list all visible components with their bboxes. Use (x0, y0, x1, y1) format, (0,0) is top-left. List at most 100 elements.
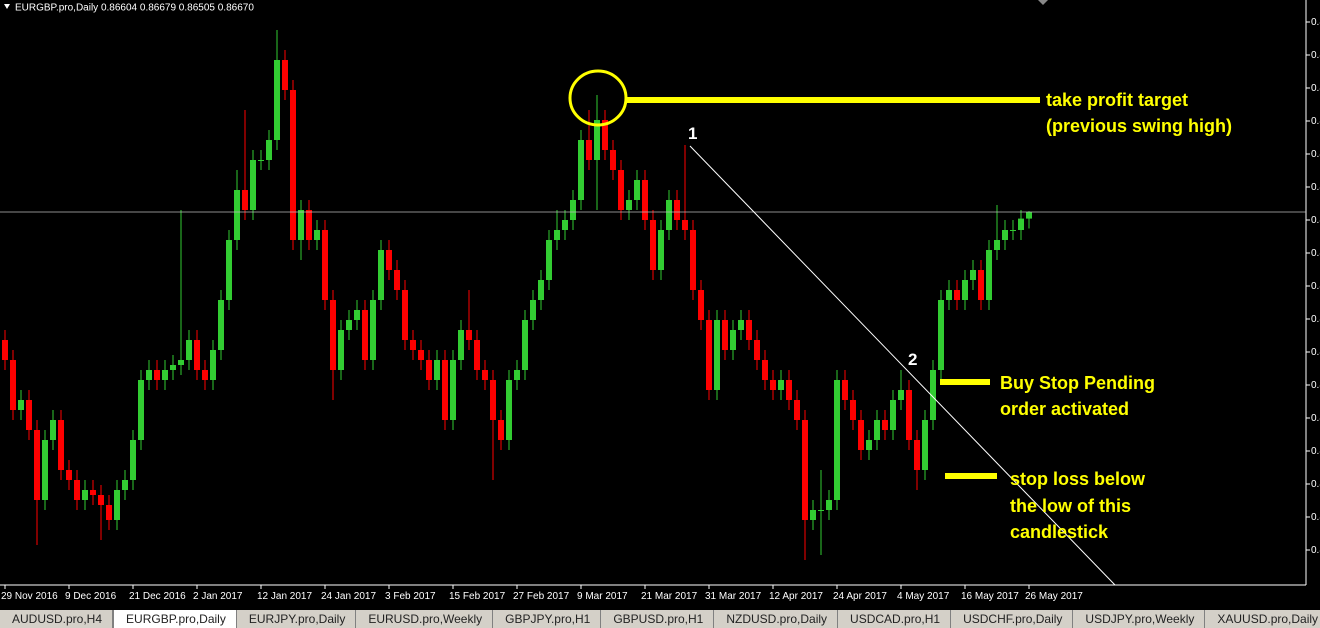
y-tick-label: 0.84940 (1311, 380, 1320, 391)
candle-body (242, 190, 248, 210)
x-tick-label: 3 Feb 2017 (385, 591, 436, 602)
candle-body (954, 290, 960, 300)
candle-body (818, 510, 824, 511)
candle-body (962, 280, 968, 300)
chart-tab[interactable]: EURUSD.pro,Weekly (356, 610, 494, 628)
candle-body (178, 360, 184, 365)
menu-arrow[interactable] (4, 4, 10, 9)
candle-body (114, 490, 120, 520)
candle-body (874, 420, 880, 440)
candle-body (730, 330, 736, 350)
candle-body (594, 120, 600, 160)
candle-body (274, 60, 280, 140)
candle-body (890, 400, 896, 430)
chart-tab[interactable]: USDCHF.pro,Daily (951, 610, 1074, 628)
annotation: stop loss below (1010, 469, 1146, 489)
x-tick-label: 12 Jan 2017 (257, 591, 312, 602)
candle-body (842, 380, 848, 400)
candle-body (90, 490, 96, 495)
candle-body (706, 320, 712, 390)
candle-body (202, 370, 208, 380)
candle-body (658, 230, 664, 270)
candle-body (882, 420, 888, 430)
candle-body (130, 440, 136, 480)
candle-body (146, 370, 152, 380)
candle-body (810, 510, 816, 520)
candle-body (394, 270, 400, 290)
chart: EURGBP.pro,Daily 0.86604 0.86679 0.86505… (0, 0, 1320, 602)
candle-body (850, 400, 856, 420)
candle-body (378, 250, 384, 300)
chart-tab[interactable]: XAUUSD.pro,Daily (1205, 610, 1320, 628)
x-tick-label: 31 Mar 2017 (705, 591, 762, 602)
chart-tab[interactable]: AUDUSD.pro,H4 (0, 610, 114, 628)
candle-body (210, 350, 216, 380)
candle-body (674, 200, 680, 220)
y-tick-label: 0.84280 (1311, 446, 1320, 457)
y-tick-label: 0.87250 (1311, 149, 1320, 160)
y-tick-label: 0.83290 (1311, 545, 1320, 556)
candle-body (170, 365, 176, 370)
candle-body (914, 440, 920, 470)
x-tick-label: 9 Dec 2016 (65, 591, 117, 602)
y-tick-label: 0.86590 (1311, 215, 1320, 226)
x-tick-label: 16 May 2017 (961, 591, 1019, 602)
candle-body (514, 370, 520, 380)
candle-body (770, 380, 776, 390)
candle-body (738, 320, 744, 330)
chart-tab[interactable]: GBPUSD.pro,H1 (601, 610, 715, 628)
candle-body (122, 480, 128, 490)
candle-body (42, 440, 48, 500)
candle-body (186, 340, 192, 360)
y-tick-label: 0.86260 (1311, 248, 1320, 259)
candle-body (290, 90, 296, 240)
candle-body (10, 360, 16, 410)
chart-tab[interactable]: NZDUSD.pro,Daily (714, 610, 839, 628)
candle-body (682, 220, 688, 230)
candle-body (442, 360, 448, 420)
chart-tab[interactable]: EURJPY.pro,Daily (237, 610, 357, 628)
candle-body (634, 180, 640, 200)
candle-body (698, 290, 704, 320)
candle-body (386, 250, 392, 270)
candle-body (570, 200, 576, 220)
chart-tab[interactable]: USDCAD.pro,H1 (838, 610, 952, 628)
annotation: the low of this (1010, 496, 1131, 516)
candle-body (266, 140, 272, 160)
candle-body (26, 400, 32, 430)
candle-body (498, 420, 504, 440)
candle-body (522, 320, 528, 370)
shift-marker (1038, 0, 1048, 5)
candle-body (506, 380, 512, 440)
chart-tab[interactable]: USDJPY.pro,Weekly (1073, 610, 1206, 628)
candle-body (82, 490, 88, 500)
candle-body (306, 210, 312, 240)
candle-body (554, 230, 560, 240)
candle-body (938, 300, 944, 370)
chart-tab[interactable]: GBPJPY.pro,H1 (493, 610, 602, 628)
candle-body (330, 300, 336, 370)
candle-body (138, 380, 144, 440)
candle-body (162, 370, 168, 380)
candle-body (578, 140, 584, 200)
candle-body (602, 120, 608, 150)
candle-body (930, 370, 936, 420)
candle-body (906, 390, 912, 440)
candle-body (450, 360, 456, 420)
candle-body (1002, 230, 1008, 240)
candle-body (826, 500, 832, 510)
chart-tab[interactable]: EURGBP.pro,Daily (113, 610, 237, 628)
x-tick-label: 24 Apr 2017 (833, 591, 887, 602)
x-tick-label: 29 Nov 2016 (1, 591, 58, 602)
candle-body (106, 505, 112, 520)
y-tick-label: 0.87580 (1311, 116, 1320, 127)
candle-body (610, 150, 616, 170)
candle-body (978, 270, 984, 300)
candle-body (626, 200, 632, 210)
candle-body (562, 220, 568, 230)
candle-body (434, 360, 440, 380)
annotation: 1 (688, 124, 697, 143)
candle-body (642, 180, 648, 220)
x-tick-label: 27 Feb 2017 (513, 591, 570, 602)
